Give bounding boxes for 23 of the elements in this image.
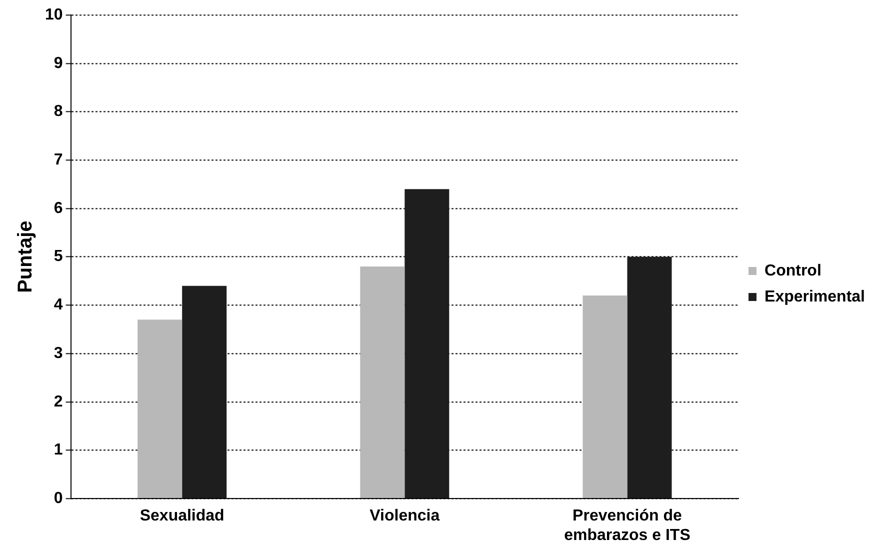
y-tick-label: 8 [54, 103, 63, 120]
y-tick-label: 4 [54, 296, 63, 314]
bar [182, 286, 227, 498]
y-tick-label: 10 [45, 6, 63, 24]
y-tick-label: 9 [54, 54, 63, 72]
y-tick-label: 6 [54, 200, 63, 217]
legend-label: Control [764, 262, 822, 280]
y-tick-label: 0 [54, 490, 63, 508]
bar [404, 189, 450, 498]
y-tick-label: 7 [54, 151, 63, 168]
y-axis-title: Puntaje [14, 220, 37, 293]
x-tick-label: Prevención de embarazos e ITS [564, 508, 691, 544]
x-tick-label: Violencia [370, 508, 440, 525]
x-tick-label: Sexualidad [140, 508, 224, 525]
bar [138, 320, 182, 498]
y-tick-label: 3 [54, 344, 63, 362]
y-tick-label: 5 [54, 248, 63, 266]
bar [627, 256, 672, 498]
y-tick-label: 2 [54, 393, 63, 410]
bar [360, 266, 405, 498]
y-tick-label: 1 [54, 442, 63, 459]
legend-label: Experimental [764, 288, 865, 306]
bar [582, 295, 628, 498]
